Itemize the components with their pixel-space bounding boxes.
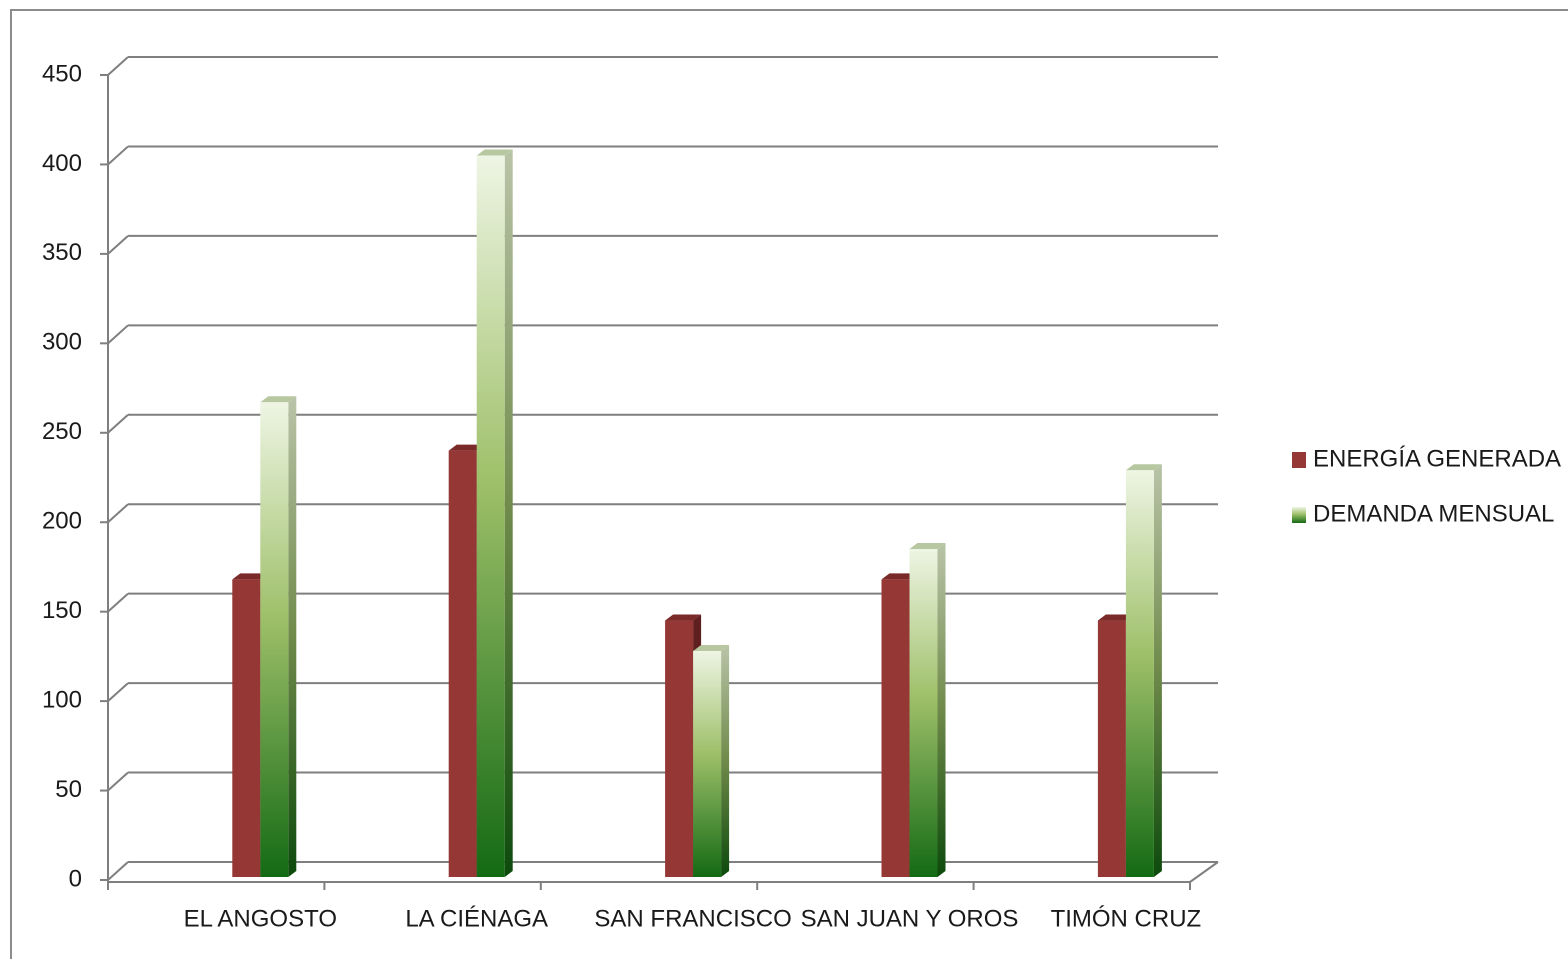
x-tick-label: EL ANGOSTO bbox=[184, 905, 337, 932]
bar-side bbox=[288, 396, 297, 877]
x-tick-label: TIMÓN CRUZ bbox=[1051, 905, 1202, 932]
bar-top bbox=[476, 149, 513, 156]
grid-line-side bbox=[107, 682, 129, 702]
legend-swatch bbox=[1292, 507, 1306, 523]
grid-line-side bbox=[107, 324, 129, 345]
grid-line-side bbox=[107, 56, 129, 76]
grid-line-side bbox=[107, 861, 129, 881]
y-tick-label: 50 bbox=[55, 776, 82, 803]
bar-top bbox=[232, 573, 269, 580]
chart-border bbox=[10, 9, 1568, 959]
y-tick-label: 400 bbox=[42, 150, 82, 177]
bar-top bbox=[1097, 614, 1134, 621]
y-tick-label: 300 bbox=[42, 329, 82, 356]
legend-label: ENERGÍA GENERADA bbox=[1313, 445, 1561, 472]
bar bbox=[665, 620, 694, 877]
grid-line-side bbox=[107, 145, 129, 166]
x-tick-label: LA CIÉNAGA bbox=[405, 905, 548, 932]
legend-swatch bbox=[1292, 452, 1306, 468]
grid-line-side bbox=[107, 414, 129, 434]
bar bbox=[909, 549, 938, 877]
x-tick-label: SAN FRANCISCO bbox=[594, 905, 791, 932]
x-tick-label: SAN JUAN Y OROS bbox=[801, 905, 1019, 932]
bar-top bbox=[1125, 464, 1162, 471]
y-tick-label: 150 bbox=[42, 597, 82, 624]
bar-top bbox=[881, 573, 918, 580]
y-tick-label: 350 bbox=[42, 239, 82, 266]
grid-line-side bbox=[107, 503, 129, 523]
bar-top bbox=[448, 444, 485, 451]
bar-top bbox=[693, 644, 730, 651]
grid-line-side bbox=[107, 771, 129, 792]
bar bbox=[693, 650, 722, 877]
bar-side bbox=[1153, 464, 1162, 877]
legend-label: DEMANDA MENSUAL bbox=[1313, 500, 1554, 527]
bar bbox=[1125, 470, 1154, 877]
grid-line-side bbox=[107, 592, 129, 613]
floor-edge bbox=[1189, 861, 1219, 883]
bar-top bbox=[260, 396, 297, 403]
y-tick-label: 0 bbox=[69, 865, 82, 892]
y-tick-label: 100 bbox=[42, 686, 82, 713]
bar-side bbox=[504, 149, 513, 877]
y-tick-label: 200 bbox=[42, 508, 82, 535]
grid-line-side bbox=[107, 235, 129, 255]
bar-side bbox=[937, 543, 946, 877]
bar bbox=[448, 450, 477, 877]
bar bbox=[232, 579, 261, 877]
bar-top bbox=[665, 614, 702, 621]
bar-top bbox=[909, 543, 946, 549]
y-tick-label: 450 bbox=[42, 60, 82, 87]
bar bbox=[1097, 620, 1126, 877]
bar bbox=[881, 579, 910, 877]
bar bbox=[260, 402, 289, 877]
y-tick-label: 250 bbox=[42, 418, 82, 445]
bar-side bbox=[721, 644, 730, 877]
bar bbox=[476, 155, 505, 877]
